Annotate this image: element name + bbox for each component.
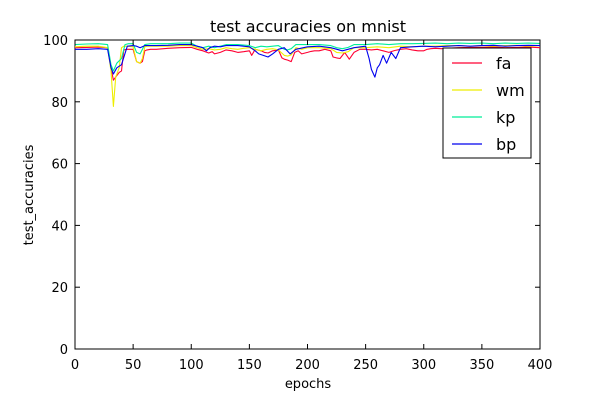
x-axis-label: epochs bbox=[285, 377, 332, 392]
legend-label-wm: wm bbox=[496, 81, 525, 100]
legend-label-bp: bp bbox=[496, 135, 516, 154]
legend-box bbox=[442, 47, 532, 159]
legend: fa wm kp bp bbox=[442, 47, 532, 159]
x-tick-label: 250 bbox=[353, 358, 378, 373]
series-line-kp bbox=[74, 42, 541, 72]
y-tick-label: 0 bbox=[60, 343, 68, 358]
y-tick-label: 20 bbox=[51, 281, 68, 296]
legend-label-kp: kp bbox=[496, 108, 515, 127]
x-tick-label: 200 bbox=[295, 358, 320, 373]
x-tick-label: 350 bbox=[469, 358, 494, 373]
chart-title: test accuracies on mnist bbox=[210, 17, 406, 36]
x-tick-label: 300 bbox=[411, 358, 436, 373]
x-tick-label: 100 bbox=[179, 358, 204, 373]
x-tick-label: 150 bbox=[237, 358, 262, 373]
y-axis-label: test_accuracies bbox=[22, 144, 37, 245]
x-tick-label: 0 bbox=[71, 358, 79, 373]
y-tick-label: 100 bbox=[43, 34, 68, 49]
x-tick-label: 400 bbox=[528, 358, 553, 373]
y-tick-label: 60 bbox=[51, 158, 68, 173]
series-line-bp bbox=[75, 44, 541, 78]
series-layer bbox=[74, 42, 541, 107]
ticks-layer: 0 50 100 150 200 250 300 350 400 0 20 40 60 80 100 bbox=[43, 34, 552, 373]
series-line-fa bbox=[74, 46, 541, 81]
x-tick-label: 50 bbox=[125, 358, 142, 373]
y-tick-label: 40 bbox=[51, 219, 68, 234]
legend-label-fa: fa bbox=[496, 54, 511, 73]
y-tick-label: 80 bbox=[51, 96, 68, 111]
